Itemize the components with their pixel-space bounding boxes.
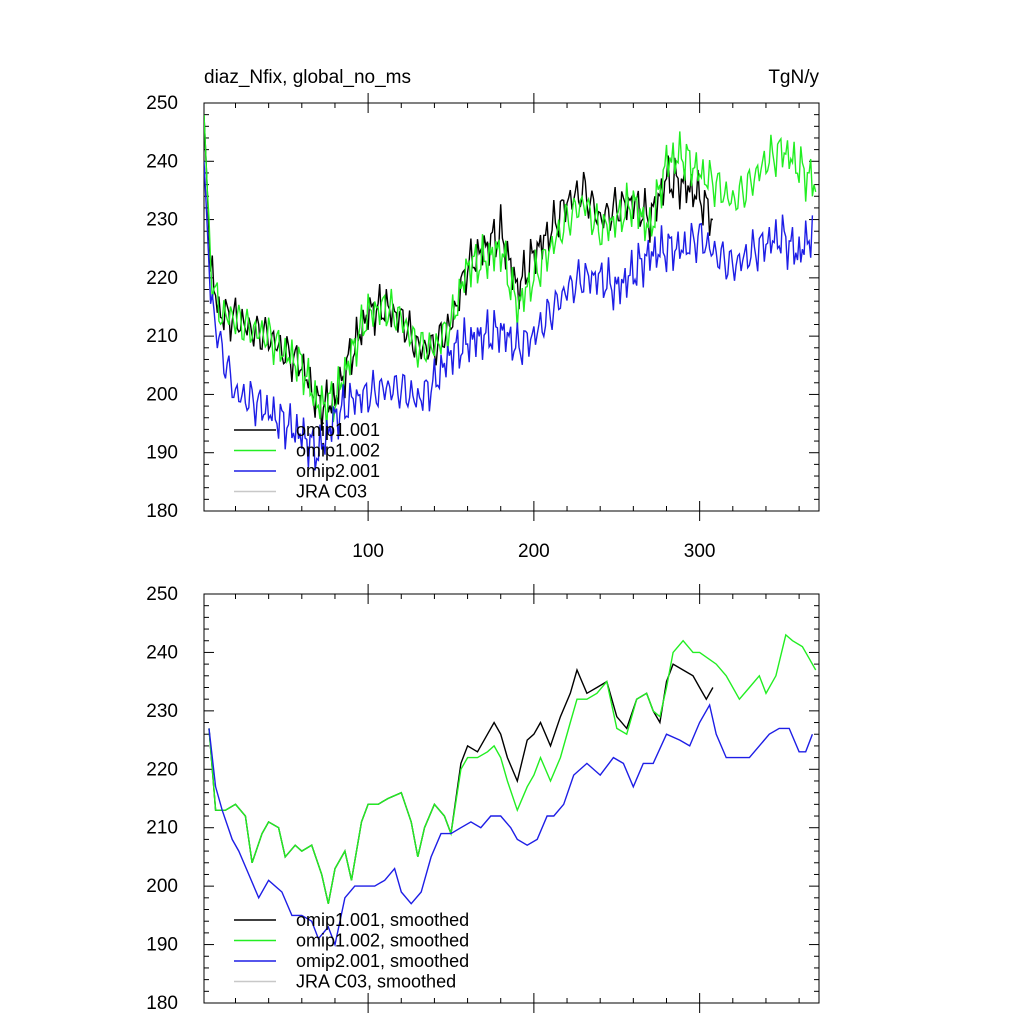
- legend-label: omip1.002, smoothed: [296, 931, 469, 951]
- y-tick-label: 250: [146, 93, 178, 114]
- y-tick-label: 220: [146, 268, 178, 289]
- y-tick-label: 230: [146, 701, 178, 722]
- legend-label: omip1.001: [296, 420, 380, 440]
- series-line-omip2-001: [204, 161, 814, 471]
- series-line-omip1-001-smoothed: [208, 663, 714, 904]
- y-tick-label: 250: [146, 584, 178, 605]
- legend-label: JRA C03, smoothed: [296, 972, 456, 992]
- y-tick-label: 200: [146, 876, 178, 897]
- units-label: TgN/y: [768, 67, 819, 88]
- y-tick-label: 200: [146, 384, 178, 405]
- series-line-omip2-001-smoothed: [208, 703, 814, 948]
- chart-title: diaz_Nfix, global_no_ms: [204, 67, 411, 88]
- legend-label: omip2.001: [296, 461, 380, 481]
- legend-label: JRA C03: [296, 482, 367, 502]
- x-tick-label: 100: [352, 541, 384, 562]
- y-tick-label: 230: [146, 210, 178, 231]
- y-tick-label: 240: [146, 642, 178, 663]
- y-tick-label: 180: [146, 993, 178, 1014]
- chart-panel-1: 180 190 200 210 220 230 240 250 100 200 300 diaz_Nf…: [146, 67, 820, 562]
- y-tick-label: 210: [146, 818, 178, 839]
- chart-panel-2: 180 190 200 210 220 230 240 250 omip1.001, smoot…: [146, 584, 820, 1014]
- y-tick-label: 190: [146, 935, 178, 956]
- y-tick-label: 210: [146, 326, 178, 347]
- y-tick-label: 190: [146, 443, 178, 464]
- legend-label: omip2.001, smoothed: [296, 951, 469, 971]
- plot-frame: [203, 102, 820, 512]
- plot-frame: [203, 593, 820, 1004]
- series-line-omip1-002-smoothed: [208, 633, 817, 904]
- legend-label: omip1.001, smoothed: [296, 910, 469, 930]
- y-tick-label: 240: [146, 151, 178, 172]
- y-tick-label: 180: [146, 501, 178, 522]
- series-line-omip1-002: [204, 114, 817, 430]
- legend-label: omip1.002: [296, 441, 380, 461]
- x-tick-label: 300: [684, 541, 716, 562]
- y-tick-label: 220: [146, 759, 178, 780]
- x-tick-label: 200: [518, 541, 550, 562]
